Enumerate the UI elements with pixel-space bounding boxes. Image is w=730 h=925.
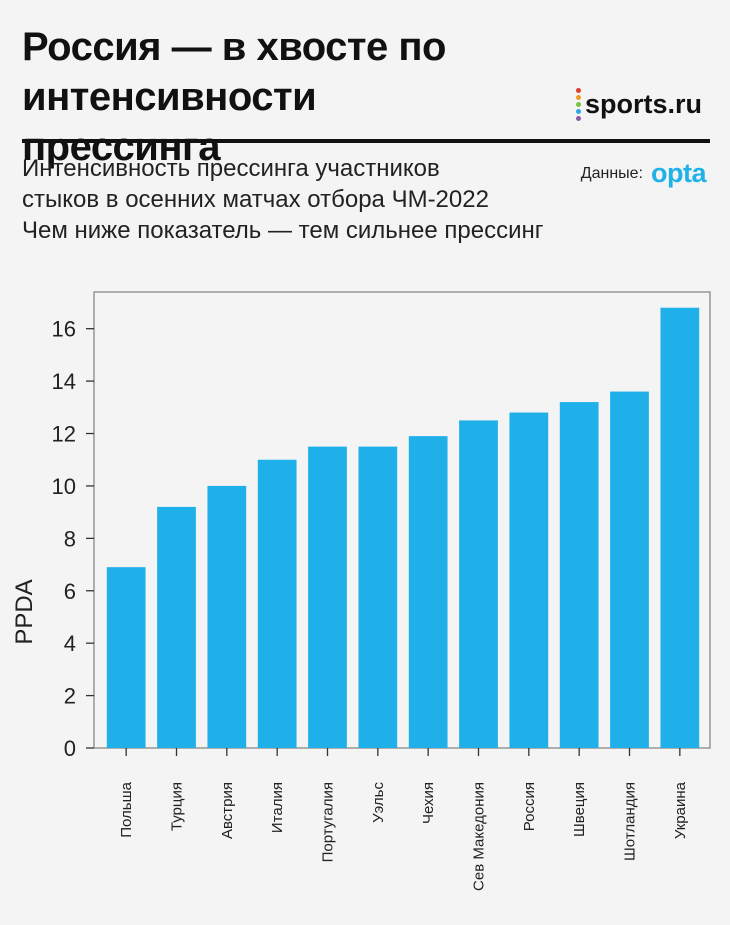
x-tick-label: Россия <box>521 782 538 831</box>
x-tick-label: Уэльс <box>370 782 387 823</box>
y-tick-label: 6 <box>64 579 76 604</box>
bar <box>408 436 448 748</box>
chart-title-line-1: Россия — в хвосте по интенсивности <box>22 25 446 119</box>
logo-dot <box>575 88 581 93</box>
header-divider <box>22 139 710 143</box>
y-tick-label: 10 <box>52 474 76 499</box>
x-tick-label: Украина <box>672 781 689 839</box>
brand-name: sports.ru <box>584 89 702 119</box>
x-tick-label: Швеция <box>571 782 588 837</box>
bar <box>559 402 599 748</box>
logo-dots-icon <box>575 88 581 121</box>
bar <box>459 420 498 748</box>
x-tick-label: Чехия <box>420 782 437 824</box>
chart-title-line-2: прессинга <box>22 125 220 169</box>
x-tick-label: Италия <box>269 782 286 833</box>
plot-frame <box>93 291 711 749</box>
bar <box>509 412 549 748</box>
y-tick-label: 14 <box>52 369 76 394</box>
chart-title: Россия — в хвосте по интенсивности пресс… <box>22 22 712 172</box>
x-tick-label: Турция <box>169 782 186 831</box>
subtitle-line-2: стыков в осенних матчах отбора ЧМ-2022 <box>22 186 489 213</box>
logo-dot <box>575 109 581 114</box>
source-label: Данные: <box>580 164 643 182</box>
y-axis-label: PPDA <box>11 579 38 644</box>
y-tick-label: 0 <box>64 736 76 761</box>
bar <box>308 446 347 748</box>
bar <box>157 506 196 748</box>
bar <box>660 307 700 748</box>
x-tick-label: Португалия <box>320 782 337 862</box>
chart-subtitle: Интенсивность прессинга участников стыко… <box>22 153 544 246</box>
bar <box>207 485 247 748</box>
y-tick-label: 12 <box>52 422 76 447</box>
x-tick-label: Сев Македония <box>471 782 488 891</box>
bar <box>257 459 297 748</box>
opta-logo: opta <box>651 158 707 188</box>
bar <box>106 567 146 748</box>
y-tick-label: 8 <box>64 526 76 551</box>
logo-dot <box>575 95 581 100</box>
logo-dot <box>575 102 581 107</box>
x-tick-label: Польша <box>118 781 135 837</box>
logo-dot <box>575 116 581 121</box>
y-tick-label: 16 <box>52 317 76 342</box>
subtitle-line-1: Интенсивность прессинга участников <box>22 155 440 182</box>
data-source: Данные: opta <box>580 158 707 189</box>
x-tick-label: Шотландия <box>622 782 639 861</box>
x-tick-label: Австрия <box>219 782 236 839</box>
y-tick-label: 2 <box>64 684 76 709</box>
subtitle-line-3: Чем ниже показатель — тем сильнее пресси… <box>22 217 544 244</box>
y-tick-label: 4 <box>64 631 76 656</box>
bar <box>610 391 649 748</box>
sports-ru-logo: sports.ru <box>575 88 702 121</box>
bar <box>358 446 398 748</box>
